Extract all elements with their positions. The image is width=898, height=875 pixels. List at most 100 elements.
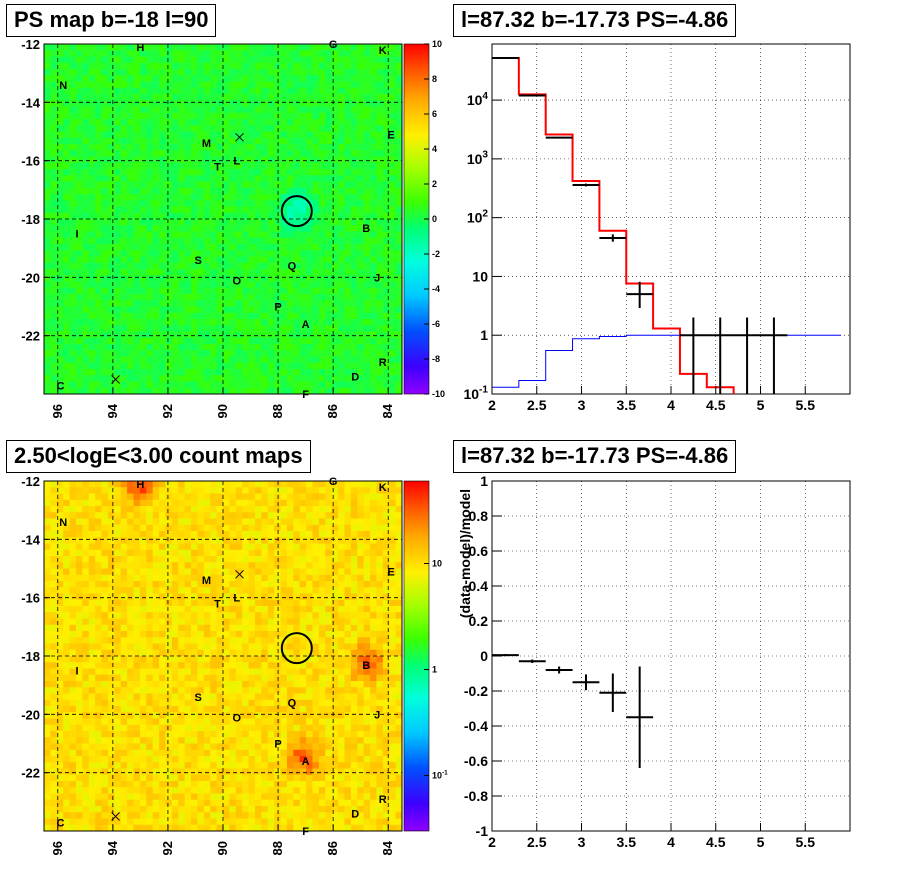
map-cell <box>203 762 211 769</box>
map-cell <box>331 206 339 214</box>
map-cell <box>171 787 179 794</box>
map-cell <box>312 106 320 114</box>
map-cell <box>107 387 115 395</box>
map-cell <box>395 137 403 145</box>
map-cell <box>254 387 262 395</box>
map-cell <box>280 356 288 364</box>
map-cell <box>165 231 173 239</box>
map-cell <box>261 62 269 70</box>
map-cell <box>120 543 128 551</box>
map-cell <box>344 287 352 295</box>
map-cell <box>184 593 192 601</box>
map-cell <box>235 175 243 182</box>
map-cell <box>165 718 173 726</box>
map-cell <box>216 599 224 607</box>
map-cell <box>120 818 128 826</box>
map-cell <box>299 294 307 301</box>
map-cell <box>235 375 243 382</box>
map-cell <box>178 244 186 251</box>
map-cell <box>191 481 198 488</box>
map-cell <box>127 499 134 507</box>
map-cell <box>107 774 115 782</box>
map-cell <box>216 699 224 707</box>
map-cell <box>299 356 307 364</box>
map-cell <box>223 212 230 220</box>
map-cell <box>350 194 358 201</box>
map-cell <box>395 344 403 351</box>
map-cell <box>120 731 128 738</box>
map-cell <box>95 100 102 107</box>
map-cell <box>63 287 70 295</box>
map-cell <box>216 531 224 538</box>
map-cell <box>286 162 294 170</box>
map-cell <box>159 169 166 176</box>
map-cell <box>139 350 147 357</box>
map-cell <box>44 169 51 176</box>
map-cell <box>44 562 51 569</box>
map-cell <box>82 269 90 276</box>
map-cell <box>101 306 109 314</box>
map-cell <box>178 87 186 95</box>
map-cell <box>178 275 186 282</box>
map-cell <box>127 749 134 757</box>
map-cell <box>318 50 326 57</box>
map-cell <box>210 793 217 801</box>
map-cell <box>242 69 249 76</box>
map-cell <box>139 194 147 201</box>
map-cell <box>261 262 269 270</box>
map-cell <box>139 156 147 164</box>
map-cell <box>184 618 192 626</box>
map-cell <box>338 350 345 357</box>
map-cell <box>184 649 192 657</box>
map-cell <box>370 62 377 70</box>
map-cell <box>370 225 377 232</box>
map-cell <box>357 387 365 395</box>
colorbar-tick-label: 4 <box>432 144 437 154</box>
map-cell <box>344 175 352 182</box>
map-cell <box>165 568 173 576</box>
map-cell <box>286 50 294 57</box>
map-cell <box>44 556 51 563</box>
map-cell <box>376 94 384 101</box>
map-cell <box>159 269 166 276</box>
map-cell <box>229 737 237 744</box>
map-cell <box>325 375 333 382</box>
map-cell <box>127 69 134 76</box>
map-cell <box>331 112 339 120</box>
map-cell <box>178 799 186 807</box>
map-cell <box>242 337 249 345</box>
map-cell <box>216 181 224 189</box>
map-cell <box>56 556 64 563</box>
map-cell <box>75 119 83 126</box>
map-cell <box>312 387 320 395</box>
map-cell <box>203 662 211 669</box>
map-cell <box>69 262 77 270</box>
map-cell <box>139 50 147 57</box>
map-cell <box>184 499 192 507</box>
map-cell <box>56 225 64 232</box>
map-cell <box>216 237 224 245</box>
map-cell <box>229 481 237 488</box>
map-cell <box>171 306 179 314</box>
map-cell <box>146 481 154 488</box>
map-cell <box>152 231 160 239</box>
map-cell <box>69 169 77 176</box>
map-cell <box>344 137 352 145</box>
map-cell <box>114 718 122 726</box>
map-cell <box>152 737 160 744</box>
map-cell <box>50 699 58 707</box>
map-cell <box>357 87 365 95</box>
map-cell <box>82 312 90 320</box>
map-cell <box>210 593 217 601</box>
map-cell <box>127 269 134 276</box>
map-cell <box>127 131 134 139</box>
map-cell <box>63 549 70 557</box>
map-cell <box>197 212 205 220</box>
map-cell <box>88 112 96 120</box>
map-cell <box>254 56 262 64</box>
map-cell <box>75 618 83 626</box>
map-cell <box>325 100 333 107</box>
map-cell <box>133 131 141 139</box>
map-cell <box>216 150 224 157</box>
map-cell <box>376 112 384 120</box>
